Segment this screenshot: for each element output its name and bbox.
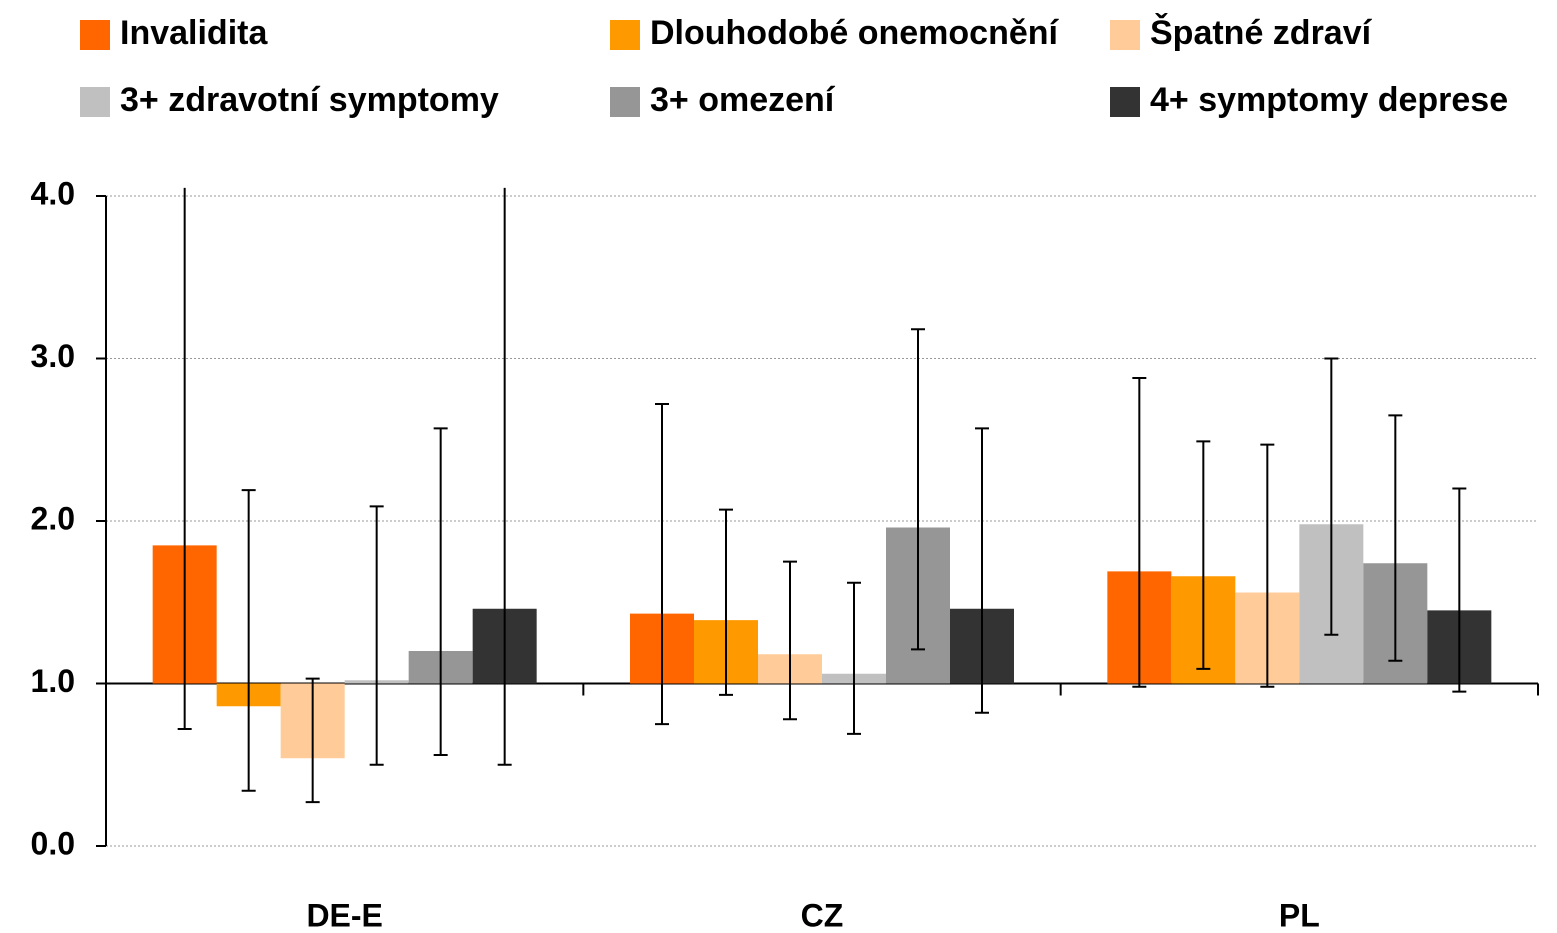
y-tick-label: 3.0 (31, 338, 75, 374)
x-tick-label: DE-E (306, 897, 382, 933)
legend-swatch (610, 87, 640, 117)
legend-label: Špatné zdraví (1150, 13, 1373, 52)
legend-label: 3+ omezení (650, 81, 836, 119)
legend-swatch (80, 20, 110, 50)
legend-label: 4+ symptomy deprese (1150, 81, 1508, 119)
y-tick-label: 1.0 (31, 663, 75, 699)
legend-swatch (80, 87, 110, 117)
y-tick-label: 2.0 (31, 500, 75, 536)
x-tick-label: CZ (801, 897, 844, 933)
legend-swatch (1110, 20, 1140, 50)
legend-swatch (1110, 87, 1140, 117)
legend-swatch (610, 20, 640, 50)
legend-label: Dlouhodobé onemocnění (650, 14, 1060, 52)
x-tick-label: PL (1279, 897, 1320, 933)
legend-label: Invalidita (120, 14, 268, 52)
y-tick-label: 0.0 (31, 825, 75, 861)
legend-label: 3+ zdravotní symptomy (120, 81, 499, 119)
y-tick-label: 4.0 (31, 175, 75, 211)
